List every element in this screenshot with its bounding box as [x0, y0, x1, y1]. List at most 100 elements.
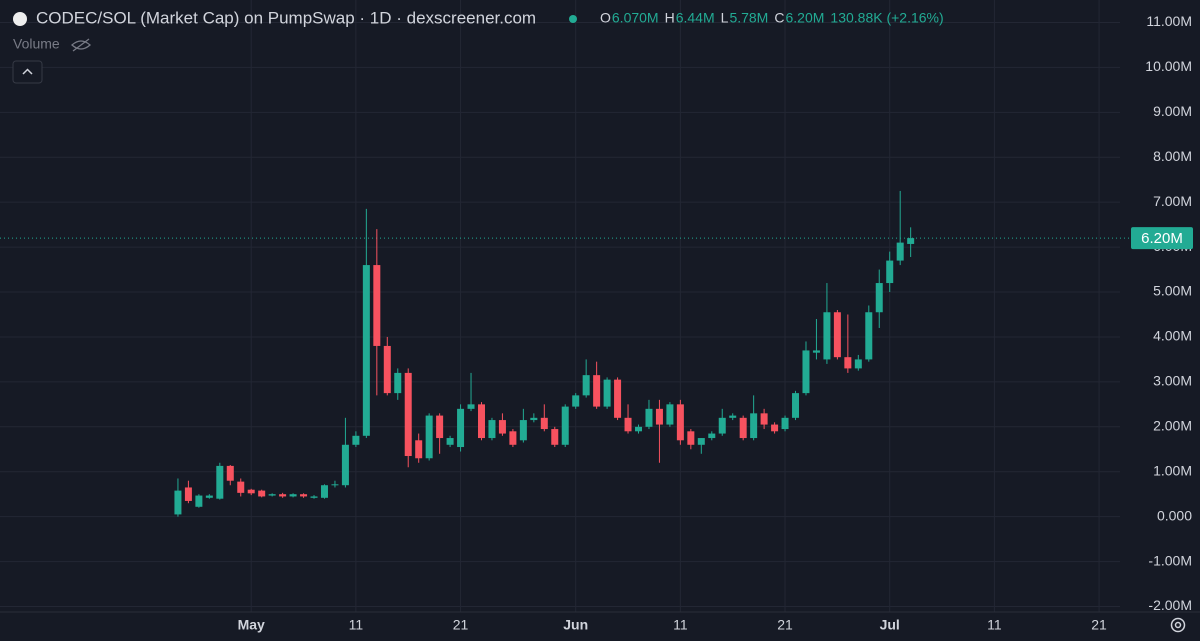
last-price-label: 6.20M: [1141, 230, 1183, 247]
candle-body: [205, 495, 213, 498]
candle-body: [436, 415, 444, 439]
candle-body: [886, 260, 894, 284]
y-tick-label: -1.00M: [1148, 552, 1192, 568]
candle-body: [676, 404, 684, 441]
status-dot: [569, 15, 577, 23]
legend-key: C: [774, 10, 784, 26]
candle-body: [404, 372, 412, 457]
candle-body: [394, 372, 402, 394]
candle-body: [792, 393, 800, 418]
x-tick-label: 11: [987, 617, 1002, 633]
candle-body: [718, 417, 726, 434]
candle-body: [865, 312, 873, 360]
candle-body: [289, 494, 297, 497]
y-tick-label: 2.00M: [1153, 418, 1192, 434]
candle-body: [320, 485, 328, 498]
candle-body: [488, 420, 496, 439]
candle-body: [195, 495, 203, 507]
candle-body: [666, 404, 674, 425]
candle-body: [781, 417, 789, 430]
legend-value: 6.44M: [676, 10, 715, 26]
y-tick-label: 8.00M: [1153, 148, 1192, 164]
candle-body: [750, 413, 758, 439]
candle-body: [331, 484, 339, 486]
y-tick-label: 7.00M: [1153, 193, 1192, 209]
candle-body: [844, 357, 852, 369]
candle-body: [729, 415, 737, 418]
y-tick-label: 9.00M: [1153, 103, 1192, 119]
candle-body: [582, 375, 590, 396]
candle-body: [603, 379, 611, 407]
legend-value: 5.78M: [729, 10, 768, 26]
candle-body: [875, 283, 883, 313]
x-tick-label: 21: [1091, 617, 1107, 633]
candle-body: [614, 379, 622, 418]
candle-body: [812, 350, 820, 353]
candle-body: [593, 375, 601, 407]
x-tick-label: 11: [349, 617, 364, 633]
candle-body: [687, 431, 695, 445]
y-tick-label: 5.00M: [1153, 283, 1192, 299]
candle-body: [833, 312, 841, 358]
candle-body: [760, 413, 768, 425]
candle-body: [854, 359, 862, 369]
candle-body: [572, 395, 580, 407]
y-tick-label: 11.00M: [1146, 13, 1192, 29]
candle-body: [561, 406, 569, 445]
legend-value: 130.88K (+2.16%): [830, 10, 943, 26]
y-tick-label: -2.00M: [1148, 597, 1192, 613]
y-tick-label: 0.000: [1157, 507, 1192, 523]
last-price-tag: [1131, 227, 1193, 250]
x-tick-label: Jul: [880, 617, 900, 633]
y-tick-label: 4.00M: [1153, 328, 1192, 344]
y-tick-label: 10.00M: [1145, 58, 1192, 74]
candle-body: [551, 429, 559, 445]
y-tick-label: 1.00M: [1153, 462, 1192, 478]
candle-body: [373, 265, 381, 346]
candle-body: [457, 408, 465, 448]
candle-body: [446, 438, 454, 445]
candle-body: [498, 420, 506, 434]
chart-title: CODEC/SOL (Market Cap) on PumpSwap · 1D …: [36, 8, 536, 27]
hide-icon[interactable]: [71, 38, 91, 52]
legend-key: H: [665, 10, 675, 26]
candle-body: [896, 242, 904, 261]
x-tick-label: 21: [777, 617, 793, 633]
candle-body: [362, 265, 370, 436]
token-logo: [13, 12, 27, 26]
candle-body: [708, 433, 716, 439]
x-tick-label: May: [238, 617, 265, 633]
candle-body: [279, 494, 287, 497]
collapse-button[interactable]: [12, 60, 43, 84]
candle-body: [635, 426, 643, 432]
candle-body: [624, 417, 632, 432]
candle-body: [352, 435, 360, 445]
candle-body: [268, 494, 276, 496]
x-tick-label: 11: [673, 617, 688, 633]
candle-body: [226, 465, 234, 481]
legend-key: O: [600, 10, 611, 26]
candle-body: [530, 417, 538, 421]
legend-value: 6.070M: [612, 10, 659, 26]
candle-body: [425, 415, 433, 459]
candle-body: [540, 417, 548, 430]
candle-body: [802, 350, 810, 394]
candle-body: [216, 465, 224, 499]
candle-body: [383, 345, 391, 394]
candle-body: [184, 487, 192, 501]
candle-body: [237, 481, 245, 493]
candle-body: [415, 440, 423, 459]
ohlc-legend: O 6.070M H 6.44M L 5.78M C 6.20M 130.88K (+2.16%…: [600, 10, 944, 26]
y-tick-label: 3.00M: [1153, 373, 1192, 389]
candle-body: [258, 490, 266, 497]
legend-key: L: [721, 10, 729, 26]
candle-body: [655, 408, 663, 425]
candle-body: [771, 424, 779, 432]
settings-button[interactable]: [1170, 617, 1186, 633]
candle-body: [467, 404, 475, 409]
candle-body: [907, 238, 915, 244]
